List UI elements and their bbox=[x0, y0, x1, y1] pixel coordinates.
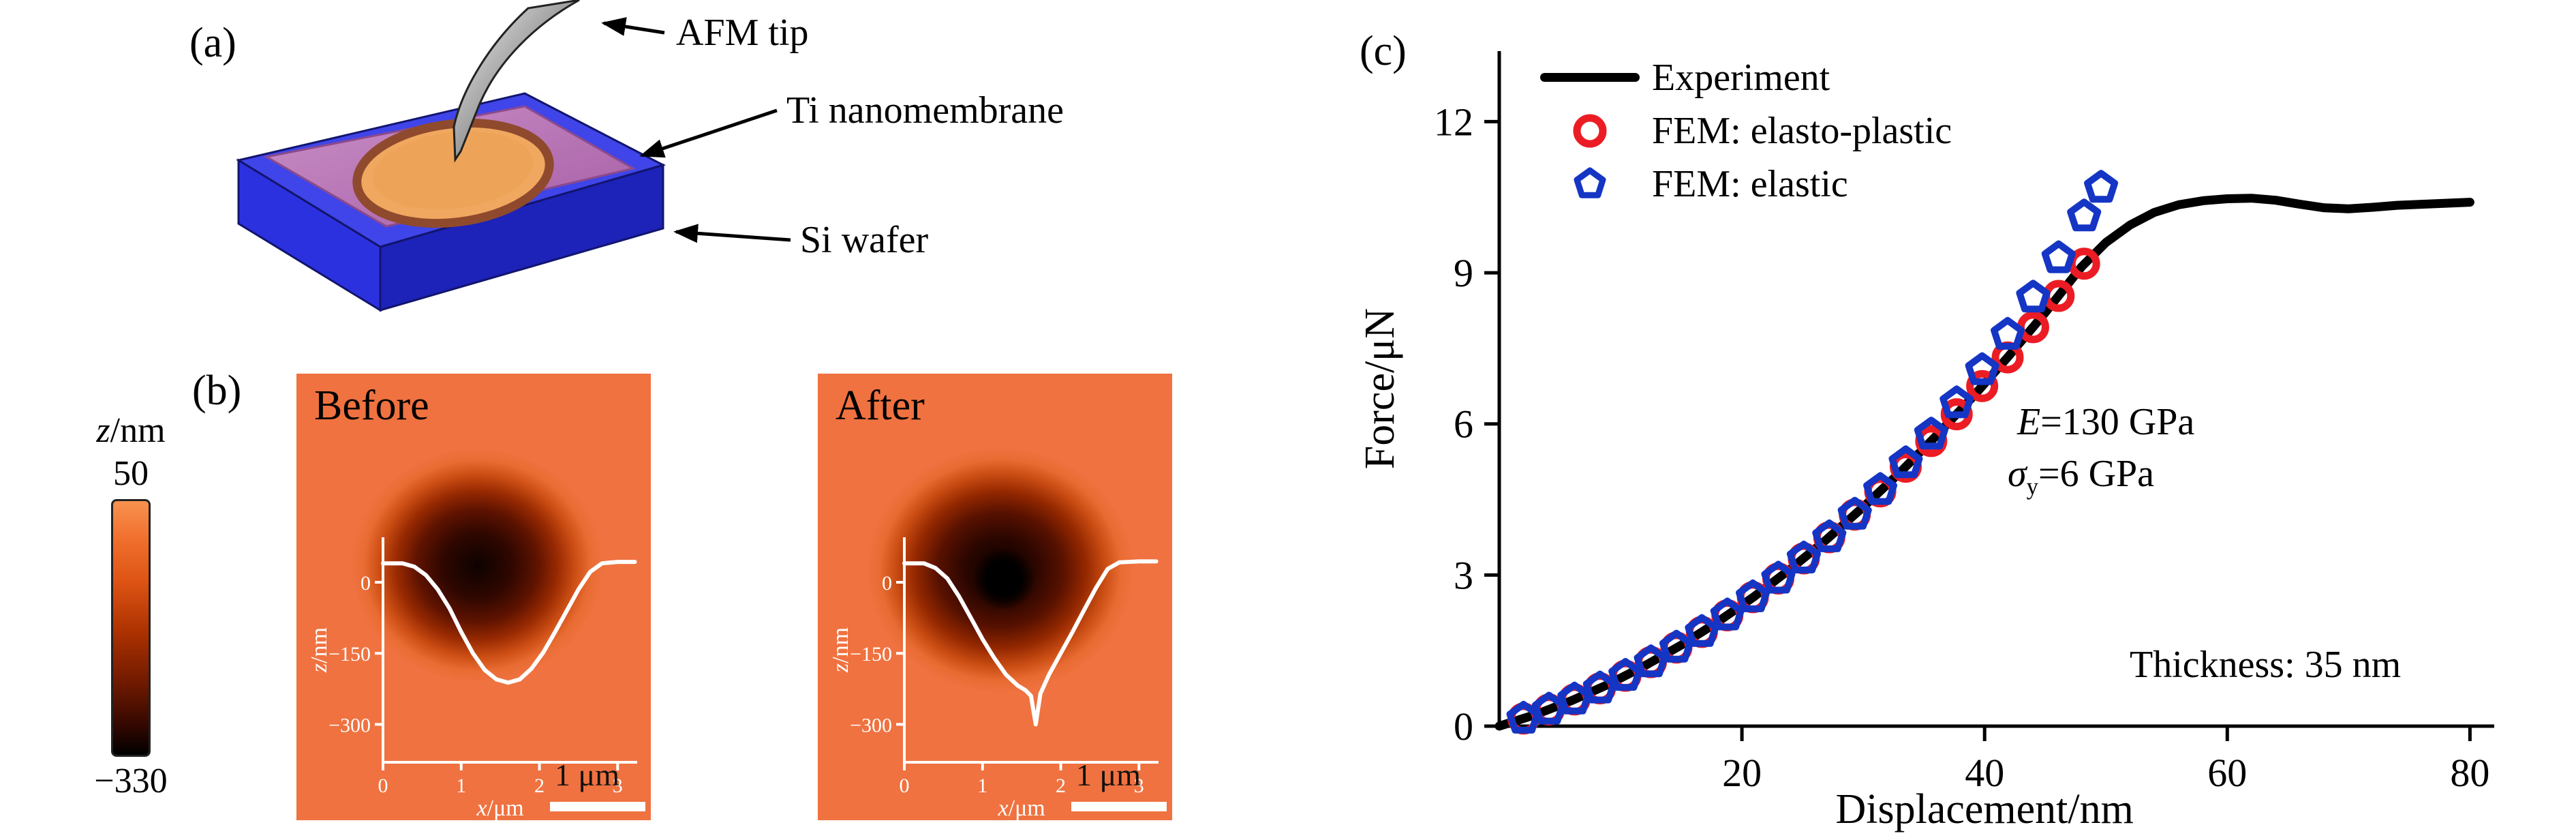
afm-topography-after bbox=[818, 374, 1172, 820]
svg-text:20: 20 bbox=[1722, 751, 1762, 795]
svg-text:0: 0 bbox=[882, 572, 892, 595]
annotation-yield-stress: σy=6 GPa bbox=[2008, 453, 2155, 500]
panel-a-label: (a) bbox=[189, 20, 236, 66]
legend-label-elasto-plastic: FEM: elasto-plastic bbox=[1652, 109, 1952, 152]
svg-text:0: 0 bbox=[900, 775, 910, 797]
svg-text:−150: −150 bbox=[850, 643, 892, 665]
svg-text:x/μm: x/μm bbox=[998, 796, 1045, 820]
svg-text:0: 0 bbox=[1454, 704, 1473, 749]
afm-tip-label: AFM tip bbox=[676, 12, 809, 54]
svg-text:3: 3 bbox=[613, 775, 623, 797]
profile-inset-before: 0 −150 −300 0 1 2 3 z/nm x/μm bbox=[307, 537, 637, 820]
svg-text:1: 1 bbox=[977, 775, 987, 797]
scalebar-after bbox=[1071, 802, 1167, 811]
si-wafer-label: Si wafer bbox=[800, 219, 929, 261]
annotation-thickness: Thickness: 35 nm bbox=[2130, 644, 2402, 686]
chart-legend: Experiment FEM: elasto-plastic FEM: elas… bbox=[1540, 55, 1952, 206]
svg-text:9: 9 bbox=[1454, 251, 1473, 295]
afm-tip-arrow bbox=[601, 17, 665, 36]
svg-text:60: 60 bbox=[2207, 751, 2247, 795]
ti-membrane-label: Ti nanomembrane bbox=[786, 89, 1064, 132]
afm-image-after: 0 −150 −300 0 1 2 3 z/nm x/μm After 1 μm bbox=[818, 374, 1172, 820]
panel-c-label: (c) bbox=[1360, 28, 1407, 74]
svg-text:3: 3 bbox=[1454, 553, 1473, 597]
svg-text:1: 1 bbox=[456, 775, 466, 797]
svg-text:6: 6 bbox=[1454, 402, 1473, 447]
legend-item-experiment: Experiment bbox=[1540, 55, 1952, 100]
annotation-modulus: E=130 GPa bbox=[2017, 401, 2195, 443]
svg-text:−300: −300 bbox=[328, 714, 371, 736]
svg-text:Force/μN: Force/μN bbox=[1357, 308, 1403, 469]
legend-label-experiment: Experiment bbox=[1652, 56, 1830, 99]
scalebar-before bbox=[550, 802, 645, 811]
afm-tip-shape bbox=[453, 0, 580, 163]
panel-c: 20 40 60 80 0 3 6 9 12 Displacement/nm Force/μN (c… bbox=[1336, 10, 2562, 839]
svg-text:2: 2 bbox=[1056, 775, 1066, 797]
svg-text:0: 0 bbox=[361, 572, 371, 595]
svg-text:−150: −150 bbox=[328, 643, 371, 665]
colorbar: z/nm 50 −330 bbox=[63, 410, 199, 801]
svg-text:12: 12 bbox=[1434, 100, 1473, 144]
colorbar-min-value: −330 bbox=[94, 762, 168, 800]
panel-b-label: (b) bbox=[192, 368, 242, 414]
colorbar-title-symbol: z bbox=[96, 411, 110, 450]
colorbar-max-value: 50 bbox=[113, 454, 149, 493]
colorbar-title: z/nm bbox=[63, 410, 199, 451]
legend-label-elastic: FEM: elastic bbox=[1652, 162, 1848, 205]
scalebar-label-before: 1 μm bbox=[555, 758, 619, 792]
svg-text:x/μm: x/μm bbox=[476, 796, 524, 820]
before-title: Before bbox=[314, 382, 429, 429]
colorbar-title-unit: /nm bbox=[110, 411, 166, 450]
svg-text:2: 2 bbox=[534, 775, 545, 797]
afm-image-before: 0 −150 −300 0 1 2 3 z/nm x/μm Before 1 μm bbox=[296, 374, 651, 820]
profile-inset-after: 0 −150 −300 0 1 2 3 z/nm x/μm bbox=[828, 537, 1159, 820]
experiment-line-icon bbox=[1540, 73, 1640, 82]
svg-text:0: 0 bbox=[378, 775, 388, 797]
pentagon-marker-icon bbox=[1540, 165, 1640, 203]
force-displacement-chart: 20 40 60 80 0 3 6 9 12 Displacement/nm Force/μN bbox=[1357, 51, 2494, 832]
svg-text:80: 80 bbox=[2450, 751, 2489, 795]
colorbar-gradient bbox=[111, 499, 151, 757]
svg-text:Displacement/nm: Displacement/nm bbox=[1836, 786, 2134, 832]
svg-text:40: 40 bbox=[1965, 751, 2004, 795]
svg-text:3: 3 bbox=[1134, 775, 1144, 797]
membrane-hole bbox=[352, 118, 554, 228]
legend-item-elastic: FEM: elastic bbox=[1540, 162, 1952, 206]
scalebar-label-after: 1 μm bbox=[1076, 758, 1141, 792]
svg-text:z/nm: z/nm bbox=[828, 627, 853, 673]
legend-item-elasto-plastic: FEM: elasto-plastic bbox=[1540, 108, 1952, 153]
membrane-arrow bbox=[639, 108, 778, 158]
circle-marker-icon bbox=[1540, 112, 1640, 150]
after-title: After bbox=[835, 382, 925, 429]
svg-text:−300: −300 bbox=[850, 714, 892, 736]
afm-schematic: AFM tip Ti nanomembrane Si wafer bbox=[236, 0, 1064, 312]
afm-topography-before bbox=[296, 374, 651, 820]
svg-text:z/nm: z/nm bbox=[307, 627, 332, 673]
wafer-arrow bbox=[673, 224, 791, 243]
